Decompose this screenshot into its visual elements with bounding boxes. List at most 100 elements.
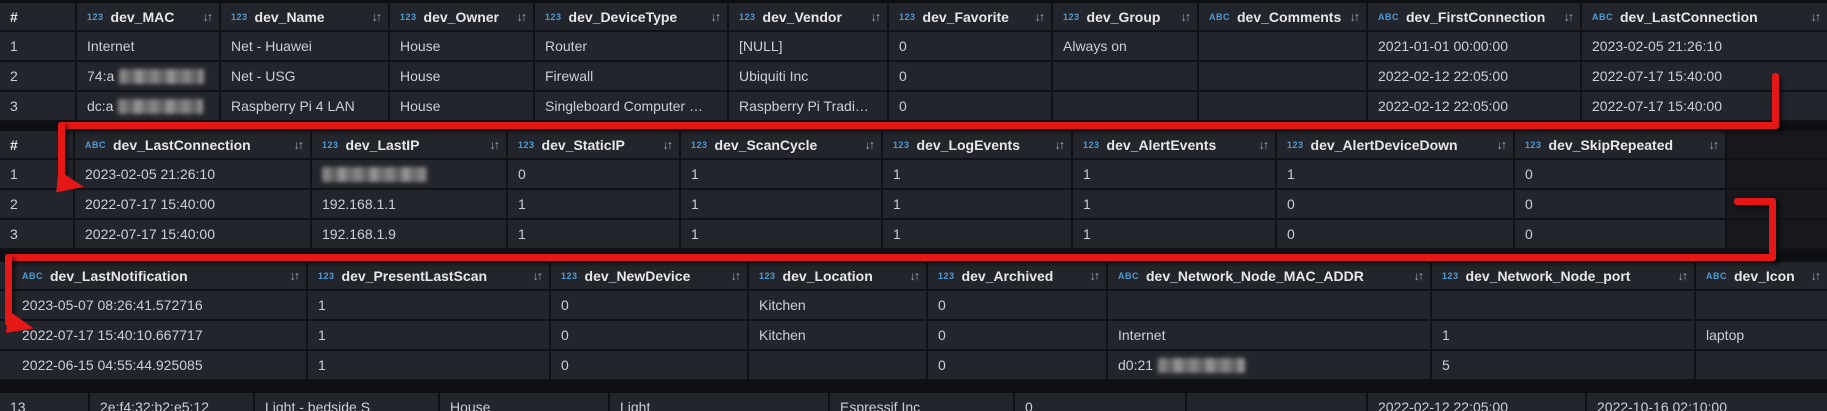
column-header-row-index[interactable]: # <box>0 3 77 32</box>
column-label: dev_Name <box>254 8 325 25</box>
column-header-dev_NewDevice[interactable]: 123 dev_NewDevice ↓↑ <box>551 262 749 291</box>
table-cell-row-index: 3 <box>0 92 77 122</box>
table-cell-dev_Favorite: 0 <box>1015 393 1187 411</box>
table-cell-dev_DeviceType: Firewall <box>535 62 729 92</box>
column-header-dev_Name[interactable]: 123 dev_Name ↓↑ <box>221 3 390 32</box>
sort-icon[interactable]: ↓↑ <box>532 268 543 283</box>
column-header-dev_StaticIP[interactable]: 123 dev_StaticIP ↓↑ <box>508 131 681 160</box>
annotation-arrow-b-horizontal <box>5 254 1776 261</box>
column-header-dev_Group[interactable]: 123 dev_Group ↓↑ <box>1053 3 1199 32</box>
annotation-arrow-b-stub <box>1734 198 1776 205</box>
table-cell-dev_Location <box>749 351 928 381</box>
column-header-dev_MAC[interactable]: 123 dev_MAC ↓↑ <box>77 3 221 32</box>
sort-icon[interactable]: ↓↑ <box>1258 137 1269 152</box>
sort-icon[interactable]: ↓↑ <box>662 137 673 152</box>
sort-icon[interactable]: ↓↑ <box>1810 9 1821 24</box>
table-cell-dev_FirstConnection: 2022-02-12 22:05:00 <box>1368 393 1587 411</box>
cell-text: 1 <box>1083 196 1091 212</box>
cell-text: 192.168.1.1 <box>322 196 396 212</box>
column-header-dev_PresentLastScan[interactable]: 123 dev_PresentLastScan ↓↑ <box>308 262 551 291</box>
sort-icon[interactable]: ↓↑ <box>710 9 721 24</box>
table-cell-dev_StaticIP: 1 <box>508 190 681 220</box>
cell-text: 1 <box>318 357 326 373</box>
column-header-dev_SkipRepeated[interactable]: 123 dev_SkipRepeated ↓↑ <box>1515 131 1727 160</box>
column-header-dev_Favorite[interactable]: 123 dev_Favorite ↓↑ <box>889 3 1053 32</box>
sort-icon[interactable]: ↓↑ <box>1180 9 1191 24</box>
number-field-type-icon: 123 <box>899 11 916 22</box>
sort-icon[interactable]: ↓↑ <box>202 9 213 24</box>
redacted-blur <box>322 166 427 182</box>
column-header-dev_Network_Node_port[interactable]: 123 dev_Network_Node_port ↓↑ <box>1432 262 1696 291</box>
number-field-type-icon: 123 <box>1525 139 1542 150</box>
table-cell-dev_LastConnection: 2022-07-17 15:40:00 <box>75 190 312 220</box>
sort-icon[interactable]: ↓↑ <box>1089 268 1100 283</box>
table-row: 3 dc:a Raspberry Pi 4 LAN House Singleboard … <box>0 92 1827 122</box>
sort-icon[interactable]: ↓↑ <box>289 268 300 283</box>
cell-text: 0 <box>1025 399 1033 411</box>
cell-text: 1 <box>10 166 18 182</box>
table-cell-dev_Network_Node_port: 5 <box>1432 351 1696 381</box>
column-header-dev_DeviceType[interactable]: 123 dev_DeviceType ↓↑ <box>535 3 729 32</box>
sort-icon[interactable]: ↓↑ <box>489 137 500 152</box>
sort-icon[interactable]: ↓↑ <box>293 137 304 152</box>
column-header-dev_LastNotification[interactable]: ABC dev_LastNotification ↓↑ <box>0 262 308 291</box>
sort-icon[interactable]: ↓↑ <box>1413 268 1424 283</box>
column-label: dev_Group <box>1086 8 1161 25</box>
cell-text: 1 <box>691 226 699 242</box>
sort-icon[interactable]: ↓↑ <box>1810 268 1821 283</box>
sort-icon[interactable]: ↓↑ <box>371 9 382 24</box>
column-label: dev_SkipRepeated <box>1548 136 1674 153</box>
table-cell-dev_StaticIP: 1 <box>508 220 681 250</box>
cell-text: Internet <box>87 38 135 54</box>
cell-text: Espressif Inc <box>840 399 921 411</box>
column-header-dev_Location[interactable]: 123 dev_Location ↓↑ <box>749 262 928 291</box>
sort-icon[interactable]: ↓↑ <box>1034 9 1045 24</box>
sort-icon[interactable]: ↓↑ <box>1349 9 1360 24</box>
sort-icon[interactable]: ↓↑ <box>864 137 875 152</box>
sort-icon[interactable]: ↓↑ <box>516 9 527 24</box>
column-header-dev_FirstConnection[interactable]: ABC dev_FirstConnection ↓↑ <box>1368 3 1582 32</box>
sort-icon[interactable]: ↓↑ <box>1054 137 1065 152</box>
device-table-partial-row: 13 2e:f4:32:b2:e5:12 Light - bedside S Hous… <box>0 393 1827 411</box>
table-cell-dev_Comments <box>1199 62 1368 92</box>
column-header-dev_LastIP[interactable]: 123 dev_LastIP ↓↑ <box>312 131 508 160</box>
sort-icon[interactable]: ↓↑ <box>1677 268 1688 283</box>
cell-text: 1 <box>893 196 901 212</box>
cell-text: 2022-07-17 15:40:00 <box>85 196 215 212</box>
column-header-dev_AlertEvents[interactable]: 123 dev_AlertEvents ↓↑ <box>1073 131 1277 160</box>
sort-icon[interactable]: ↓↑ <box>909 268 920 283</box>
cell-text: 0 <box>1287 226 1295 242</box>
cell-text: dc:a <box>87 98 114 114</box>
column-header-dev_LastConnection[interactable]: ABC dev_LastConnection ↓↑ <box>1582 3 1827 32</box>
column-header-dev_Owner[interactable]: 123 dev_Owner ↓↑ <box>390 3 535 32</box>
column-header-dev_Archived[interactable]: 123 dev_Archived ↓↑ <box>928 262 1108 291</box>
number-field-type-icon: 123 <box>1083 139 1100 150</box>
text-field-type-icon: ABC <box>1209 11 1230 22</box>
column-label: dev_MAC <box>110 8 175 25</box>
table-cell-dev_Vendor: [NULL] <box>729 32 889 62</box>
column-header-dev_LogEvents[interactable]: 123 dev_LogEvents ↓↑ <box>883 131 1073 160</box>
column-header-dev_Comments[interactable]: ABC dev_Comments ↓↑ <box>1199 3 1368 32</box>
cell-text: 2022-06-15 04:55:44.925085 <box>22 357 203 373</box>
cell-text: 0 <box>1525 196 1533 212</box>
cell-text: [NULL] <box>739 38 783 54</box>
cell-text: House <box>450 399 491 411</box>
sort-icon[interactable]: ↓↑ <box>1496 137 1507 152</box>
sort-icon[interactable]: ↓↑ <box>1563 9 1574 24</box>
column-header-dev_Vendor[interactable]: 123 dev_Vendor ↓↑ <box>729 3 889 32</box>
table-cell-dev_MAC: dc:a <box>77 92 221 122</box>
cell-text: 0 <box>518 166 526 182</box>
column-label: dev_PresentLastScan <box>341 267 488 284</box>
column-header-dev_AlertDeviceDown[interactable]: 123 dev_AlertDeviceDown ↓↑ <box>1277 131 1515 160</box>
number-field-type-icon: 123 <box>322 139 339 150</box>
cell-text: 1 <box>10 38 18 54</box>
column-header-dev_Icon[interactable]: ABC dev_Icon ↓↑ <box>1696 262 1827 291</box>
cell-text: 1 <box>691 166 699 182</box>
sort-icon[interactable]: ↓↑ <box>870 9 881 24</box>
column-header-dev_ScanCycle[interactable]: 123 dev_ScanCycle ↓↑ <box>681 131 883 160</box>
sort-icon[interactable]: ↓↑ <box>1708 137 1719 152</box>
column-header-dev_Network_Node_MAC_ADDR[interactable]: ABC dev_Network_Node_MAC_ADDR ↓↑ <box>1108 262 1432 291</box>
sort-icon[interactable]: ↓↑ <box>730 268 741 283</box>
header-row: # ABC dev_LastConnection ↓↑ 123 dev_LastIP ↓↑ 1… <box>0 131 1827 160</box>
column-header-dev_LastConnection[interactable]: ABC dev_LastConnection ↓↑ <box>75 131 312 160</box>
